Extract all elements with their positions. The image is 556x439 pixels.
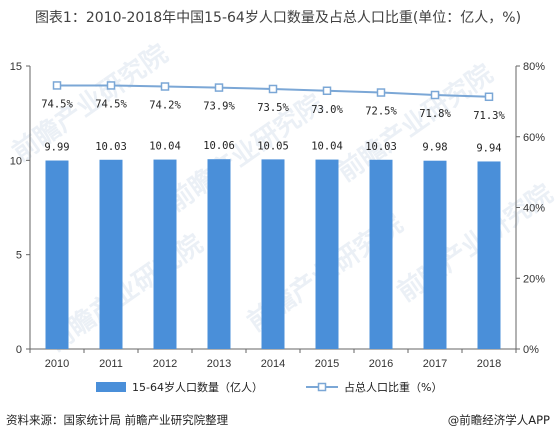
line-value-label: 74.5% xyxy=(41,98,73,110)
legend-swatch-marker xyxy=(317,382,327,392)
y-right-tick-label: 60% xyxy=(523,132,545,144)
legend-label-bar: 15-64岁人口数量（亿人） xyxy=(132,380,263,394)
bar-value-label: 9.99 xyxy=(44,142,69,154)
line-marker xyxy=(484,92,494,102)
bar xyxy=(315,159,339,349)
line-value-label: 74.5% xyxy=(95,98,127,110)
line-series xyxy=(52,81,494,102)
line-marker xyxy=(430,90,440,100)
x-tick-label: 2014 xyxy=(261,358,285,370)
bar-value-label: 9.94 xyxy=(476,142,501,154)
x-tick-label: 2017 xyxy=(423,358,447,370)
y-left-tick-label: 0 xyxy=(16,344,22,356)
brand-credit: @前瞻经济学人APP xyxy=(447,413,550,427)
line-marker xyxy=(322,86,332,96)
line-marker xyxy=(106,81,116,90)
line-value-label: 73.5% xyxy=(257,102,289,114)
line-value-label: 72.5% xyxy=(365,106,397,118)
bar xyxy=(99,159,123,349)
bar xyxy=(477,161,501,349)
watermark-text: 前瞻产业研究院 xyxy=(162,88,329,218)
line-value-label: 73.0% xyxy=(311,104,343,116)
legend-swatch-bar xyxy=(96,382,126,392)
bar-value-label: 9.98 xyxy=(422,142,447,154)
x-tick-label: 2013 xyxy=(207,358,231,370)
data-labels: 9.99 10.03 10.04 10.06 10.05 10.04 10.03 9.98 9.… xyxy=(41,98,505,154)
bar xyxy=(153,159,177,349)
y-right-tick-label: 20% xyxy=(523,273,545,285)
y-right-tick-label: 40% xyxy=(523,203,545,215)
bar xyxy=(423,160,447,349)
bar-value-label: 10.06 xyxy=(203,140,235,152)
source-note: 资料来源：国家统计局 前瞻产业研究院整理 xyxy=(6,413,229,427)
bar xyxy=(45,160,69,349)
bar-series xyxy=(45,159,501,349)
watermark-text: 前瞻产业研究院 xyxy=(332,58,499,188)
bar-value-label: 10.03 xyxy=(95,141,127,153)
x-tick-label: 2016 xyxy=(369,358,393,370)
line-marker xyxy=(376,88,386,97)
y-right-tick-label: 80% xyxy=(523,61,545,73)
bar-value-label: 10.04 xyxy=(311,141,343,153)
x-tick-label: 2010 xyxy=(45,358,69,370)
x-tick-label: 2018 xyxy=(477,358,501,370)
bar xyxy=(369,159,393,349)
line-value-label: 74.2% xyxy=(149,100,181,112)
line-value-label: 71.3% xyxy=(473,110,505,122)
line-marker xyxy=(268,84,278,94)
x-tick-label: 2012 xyxy=(153,358,177,370)
y-left-tick-label: 10 xyxy=(10,155,22,167)
y-left-tick-label: 15 xyxy=(10,61,22,73)
line-value-label: 71.8% xyxy=(419,108,451,120)
bar-value-label: 10.05 xyxy=(257,140,289,152)
bar xyxy=(207,159,231,349)
watermark-text: 前瞻产业研究院 xyxy=(392,178,556,308)
legend: 15-64岁人口数量（亿人） 占总人口比重（%） xyxy=(96,380,442,394)
x-tick-label: 2011 xyxy=(99,358,123,370)
line-marker xyxy=(160,82,170,91)
y-left-tick-label: 5 xyxy=(16,250,22,262)
chart-title: 图表1：2010-2018年中国15-64岁人口数量及占总人口比重(单位：亿人，… xyxy=(34,10,522,26)
y-right-tick-label: 0% xyxy=(523,344,539,356)
x-tick-label: 2015 xyxy=(315,358,339,370)
bar xyxy=(261,159,285,349)
line-value-label: 73.9% xyxy=(203,101,235,113)
bar-value-label: 10.04 xyxy=(149,141,181,153)
bar-value-label: 10.03 xyxy=(365,141,397,153)
line-marker xyxy=(214,83,224,92)
legend-label-line: 占总人口比重（%） xyxy=(344,380,442,394)
line-marker xyxy=(52,81,62,90)
